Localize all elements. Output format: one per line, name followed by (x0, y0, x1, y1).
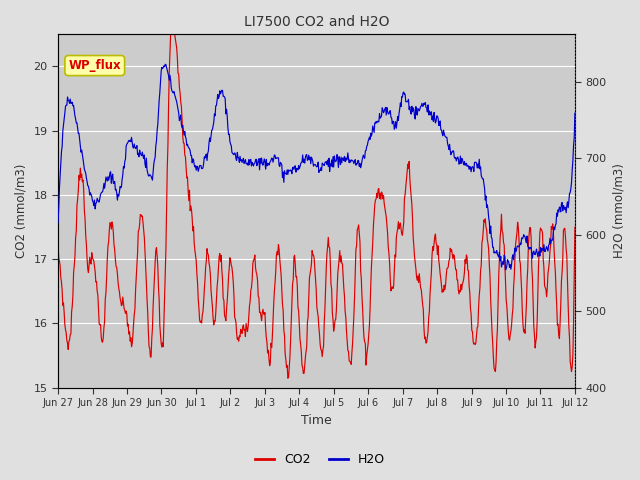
Text: WP_flux: WP_flux (68, 59, 121, 72)
Y-axis label: CO2 (mmol/m3): CO2 (mmol/m3) (15, 164, 28, 258)
X-axis label: Time: Time (301, 414, 332, 427)
Legend: CO2, H2O: CO2, H2O (250, 448, 390, 471)
Y-axis label: H2O (mmol/m3): H2O (mmol/m3) (612, 164, 625, 258)
Title: LI7500 CO2 and H2O: LI7500 CO2 and H2O (244, 15, 389, 29)
